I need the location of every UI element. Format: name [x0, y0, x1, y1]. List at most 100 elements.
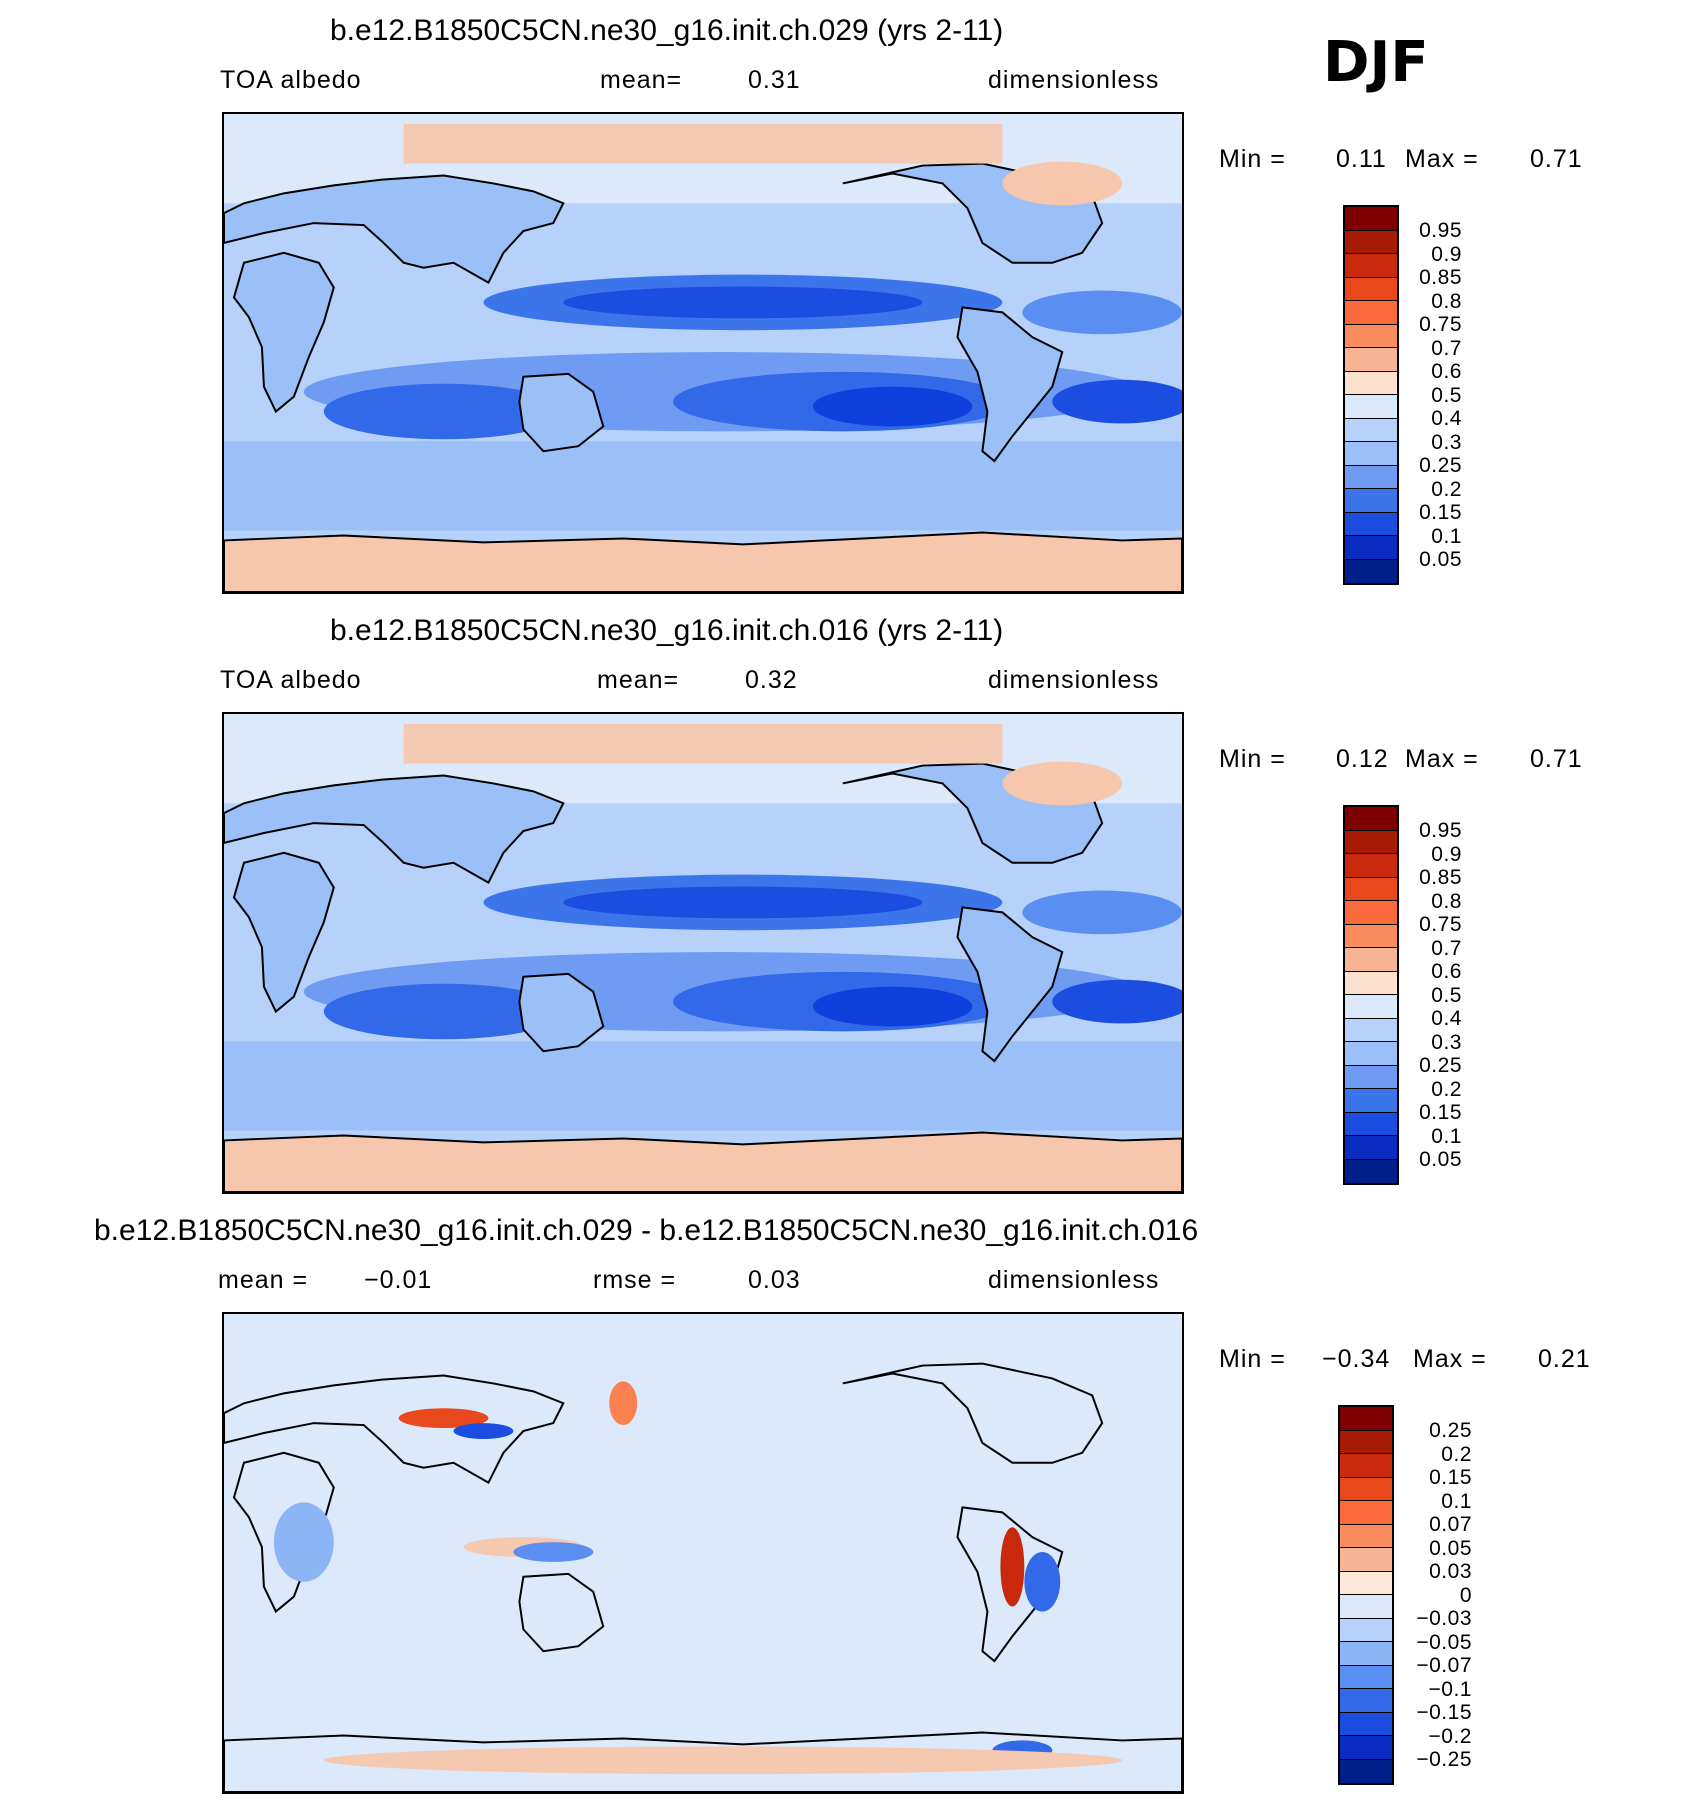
colorbar-label: 0.15	[1419, 501, 1462, 524]
mean-value: 0.31	[748, 66, 801, 94]
colorbar-box	[1340, 1430, 1392, 1454]
colorbar-box	[1345, 948, 1397, 972]
colorbar-box	[1345, 512, 1397, 536]
colorbar-label: 0.07	[1429, 1513, 1472, 1536]
colorbar-label: 0.9	[1431, 842, 1462, 866]
colorbar-box	[1345, 348, 1397, 372]
colorbar-box	[1340, 1407, 1392, 1431]
colorbar-label: 0.03	[1429, 1560, 1472, 1583]
colorbar-box	[1340, 1759, 1392, 1783]
colorbar-label: 0.5	[1431, 383, 1462, 407]
units-label: dimensionless	[988, 666, 1160, 694]
colorbar-box	[1340, 1548, 1392, 1572]
colorbar-label: −0.2	[1428, 1724, 1472, 1748]
colorbar-labels-middle: 0.95 0.9 0.85 0.8 0.75 0.7 0.6 0.5 0.4 0.3 0.25 0.2…	[1400, 805, 1462, 1185]
colorbar-box	[1345, 277, 1397, 301]
colorbar-label: 0.8	[1431, 889, 1462, 913]
colorbar-box	[1345, 489, 1397, 513]
colorbar-top	[1343, 205, 1399, 585]
colorbar-box	[1340, 1524, 1392, 1548]
max-value: 0.71	[1530, 745, 1583, 773]
colorbar-box	[1345, 877, 1397, 901]
colorbar-label: −0.07	[1416, 1654, 1472, 1677]
map-svg	[224, 1314, 1182, 1792]
colorbar-box	[1345, 901, 1397, 925]
colorbar-box	[1345, 230, 1397, 254]
colorbar-label: 0.7	[1431, 936, 1462, 960]
colorbar-box	[1340, 1571, 1392, 1595]
colorbar-label: 0.15	[1419, 1101, 1462, 1124]
colorbar-label: 0.25	[1419, 454, 1462, 477]
map-bottom	[222, 1312, 1184, 1794]
colorbar-box	[1345, 418, 1397, 442]
colorbar-box	[1340, 1477, 1392, 1501]
panel-title: b.e12.B1850C5CN.ne30_g16.init.ch.029 (yr…	[330, 14, 1004, 47]
colorbar-box	[1345, 1089, 1397, 1113]
colorbar-bottom	[1338, 1405, 1394, 1785]
min-value: 0.12	[1336, 745, 1389, 773]
colorbar-box	[1345, 995, 1397, 1019]
colorbar-box	[1345, 1136, 1397, 1160]
map-svg	[224, 714, 1182, 1192]
min-label: Min =	[1219, 145, 1286, 173]
colorbar-label: 0	[1459, 1583, 1472, 1607]
colorbar-label: 0.2	[1431, 477, 1462, 501]
colorbar-label: 0.2	[1441, 1442, 1472, 1466]
colorbar-box	[1345, 1159, 1397, 1183]
colorbar-label: 0.85	[1419, 266, 1462, 289]
colorbar-box	[1345, 254, 1397, 278]
colorbar-box	[1345, 559, 1397, 583]
colorbar-box	[1345, 854, 1397, 878]
colorbar-label: 0.7	[1431, 336, 1462, 360]
mean-value: 0.32	[745, 666, 798, 694]
colorbar-label: 0.4	[1431, 1007, 1462, 1030]
colorbar-label: 0.1	[1441, 1489, 1472, 1513]
colorbar-label: 0.3	[1431, 430, 1462, 454]
colorbar-box	[1345, 1018, 1397, 1042]
min-value: 0.11	[1336, 145, 1387, 173]
colorbar-label: 0.9	[1431, 242, 1462, 266]
colorbar-box	[1345, 1042, 1397, 1066]
colorbar-label: −0.25	[1416, 1748, 1472, 1771]
mean-label: mean =	[218, 1266, 309, 1294]
max-label: Max =	[1405, 745, 1479, 773]
min-label: Min =	[1219, 745, 1286, 773]
colorbar-label: 0.75	[1419, 913, 1462, 936]
colorbar-label: 0.8	[1431, 289, 1462, 313]
colorbar-label: 0.95	[1419, 219, 1462, 242]
colorbar-box	[1340, 1665, 1392, 1689]
max-label: Max =	[1405, 145, 1479, 173]
max-value: 0.21	[1538, 1345, 1591, 1373]
colorbar-label: −0.15	[1416, 1701, 1472, 1724]
variable-label: TOA albedo	[220, 66, 362, 94]
colorbar-label: 0.25	[1429, 1419, 1472, 1442]
colorbar-label: 0.6	[1431, 960, 1462, 983]
colorbar-label: 0.05	[1419, 548, 1462, 571]
colorbar-box	[1345, 301, 1397, 325]
colorbar-label: 0.5	[1431, 983, 1462, 1007]
colorbar-label: 0.15	[1429, 1466, 1472, 1489]
colorbar-label: 0.85	[1419, 866, 1462, 889]
colorbar-box	[1345, 395, 1397, 419]
colorbar-box	[1340, 1595, 1392, 1619]
max-value: 0.71	[1530, 145, 1583, 173]
units-label: dimensionless	[988, 66, 1160, 94]
colorbar-box	[1345, 924, 1397, 948]
colorbar-label: 0.05	[1429, 1536, 1472, 1560]
colorbar-box	[1340, 1712, 1392, 1736]
colorbar-label: 0.95	[1419, 819, 1462, 842]
colorbar-label: 0.3	[1431, 1030, 1462, 1054]
colorbar-box	[1345, 442, 1397, 466]
colorbar-labels-bottom: 0.25 0.2 0.15 0.1 0.07 0.05 0.03 0 −0.03 −0.05 −0.…	[1400, 1405, 1472, 1785]
colorbar-box	[1340, 1736, 1392, 1760]
max-label: Max =	[1413, 1345, 1487, 1373]
colorbar-box	[1345, 1065, 1397, 1089]
colorbar-box	[1340, 1618, 1392, 1642]
colorbar-box	[1345, 207, 1397, 231]
colorbar-label: −0.05	[1416, 1630, 1472, 1654]
colorbar-label: 0.05	[1419, 1148, 1462, 1171]
colorbar-box	[1345, 465, 1397, 489]
colorbar-box	[1345, 830, 1397, 854]
panel-title: b.e12.B1850C5CN.ne30_g16.init.ch.016 (yr…	[330, 614, 1004, 647]
min-value: −0.34	[1322, 1345, 1391, 1373]
